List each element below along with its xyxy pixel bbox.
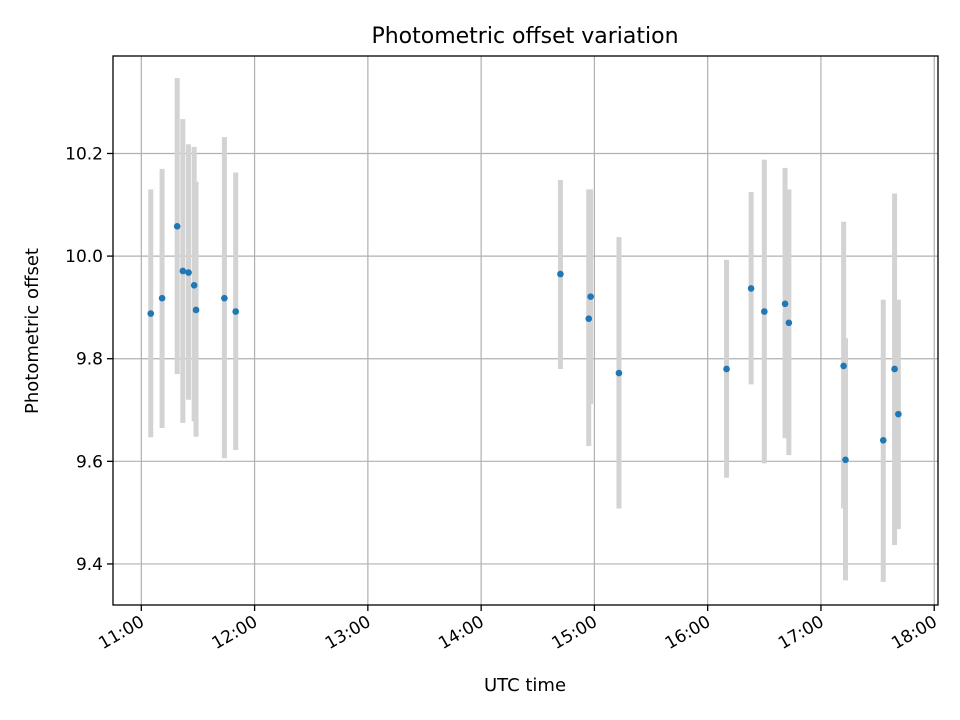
data-points [147, 223, 902, 464]
x-axis-ticks: 11:00 12:00 13:00 14:00 15:00 16:00 17:00 18:00 [95, 605, 941, 654]
data-point [585, 315, 593, 322]
data-point [190, 282, 198, 289]
data-point [723, 365, 730, 373]
y-tick-label: 9.4 [76, 555, 103, 575]
data-point [557, 270, 564, 278]
x-tick-label: 17:00 [775, 612, 827, 654]
data-point [891, 365, 898, 373]
data-point [221, 294, 228, 302]
y-axis-ticks: 9.4 9.6 9.8 10.0 10.2 [65, 144, 113, 575]
x-tick-label: 11:00 [95, 612, 147, 654]
data-point [761, 308, 768, 315]
data-point [747, 285, 755, 292]
data-point [185, 269, 192, 276]
y-tick-label: 10.0 [65, 247, 103, 267]
x-tick-label: 15:00 [548, 612, 600, 654]
plot-frame [112, 55, 939, 606]
data-point [232, 308, 240, 315]
data-point [158, 294, 166, 302]
data-point [842, 456, 849, 464]
y-tick-label: 10.2 [65, 144, 103, 164]
data-point [147, 310, 155, 317]
data-point [192, 306, 200, 314]
x-tick-label: 18:00 [888, 612, 940, 654]
x-axis-label: UTC time [484, 675, 566, 696]
y-tick-label: 9.8 [76, 350, 103, 370]
x-tick-label: 13:00 [322, 612, 374, 654]
data-point [587, 293, 594, 300]
data-point [781, 300, 789, 308]
data-point [173, 223, 181, 230]
data-point [895, 410, 902, 418]
y-axis-label: Photometric offset [22, 248, 43, 414]
x-tick-label: 12:00 [209, 612, 261, 654]
data-point [879, 437, 887, 444]
grid [113, 56, 938, 605]
data-point [615, 369, 623, 377]
chart-title: Photometric offset variation [371, 24, 678, 49]
data-point [785, 319, 793, 327]
x-tick-label: 14:00 [435, 612, 487, 654]
data-point [840, 362, 847, 370]
x-tick-label: 16:00 [662, 612, 714, 654]
y-tick-label: 9.6 [76, 452, 103, 472]
data-point [179, 267, 187, 275]
